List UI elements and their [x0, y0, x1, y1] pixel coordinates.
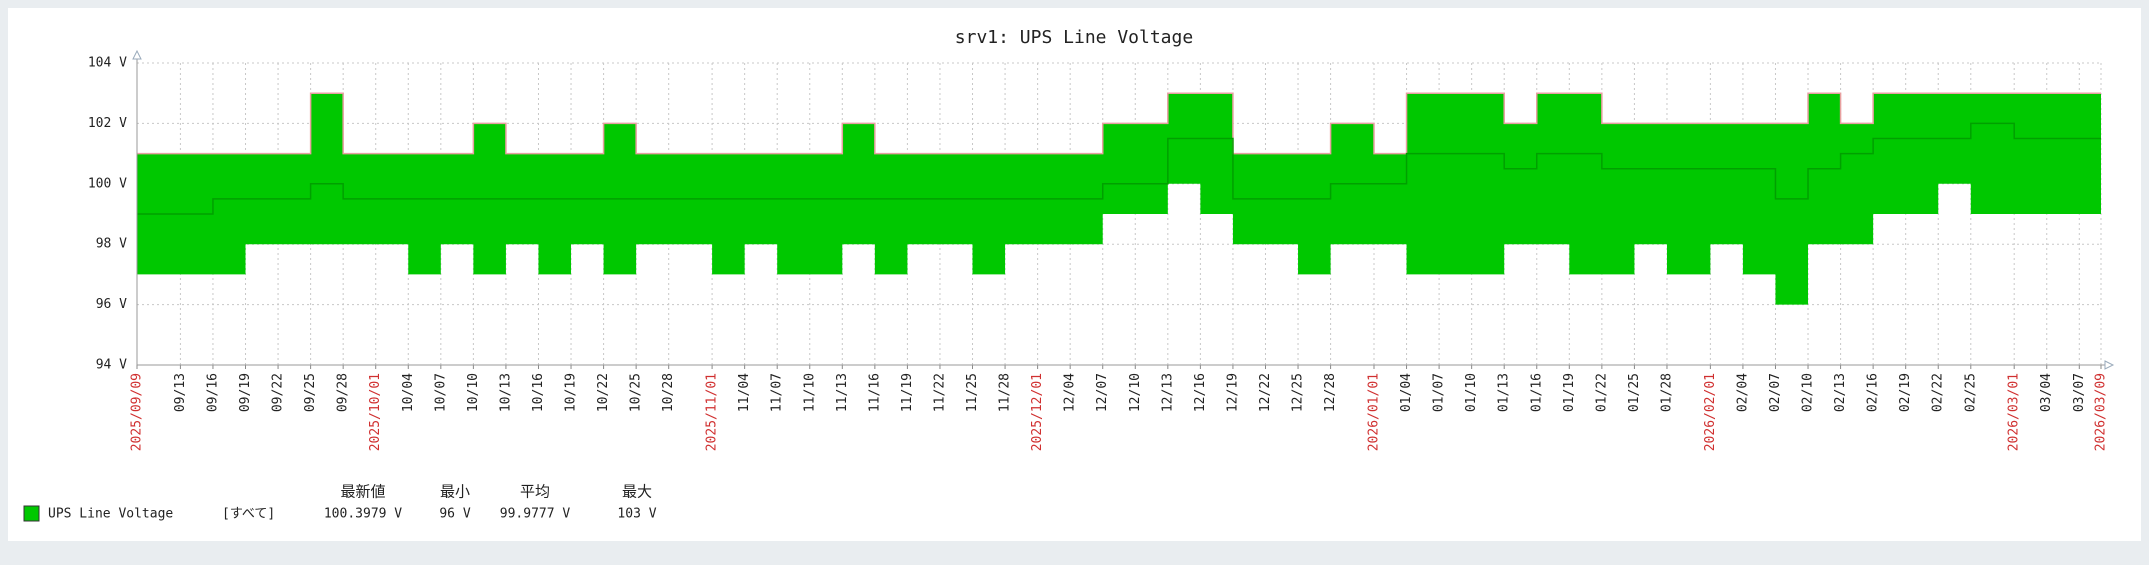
x-tick-label: 10/10 [466, 373, 481, 412]
x-tick-label: 03/04 [2039, 373, 2054, 412]
y-tick-label: 94 V [96, 358, 127, 373]
x-tick-label: 02/19 [1898, 373, 1913, 412]
x-tick-label: 02/04 [1735, 373, 1750, 412]
legend-stat: 96 V [439, 507, 470, 522]
x-tick-label: 09/22 [271, 373, 286, 412]
x-tick-label: 10/22 [596, 373, 611, 412]
x-tick-label: 11/19 [900, 373, 915, 412]
x-tick-label: 2026/03/09 [2094, 373, 2109, 451]
x-tick-label: 01/13 [1497, 373, 1512, 412]
x-tick-label: 2025/12/01 [1030, 373, 1045, 451]
legend-header: 最小 [440, 483, 470, 501]
x-tick-label: 12/22 [1258, 373, 1273, 412]
chart-title: srv1: UPS Line Voltage [955, 27, 1193, 48]
x-tick-label: 12/07 [1095, 373, 1110, 412]
y-arrow [132, 49, 142, 60]
x-tick-label: 2025/10/01 [368, 373, 383, 451]
band [137, 93, 2101, 305]
legend-stat: 100.3979 V [324, 507, 402, 522]
x-tick-label: 12/28 [1323, 373, 1338, 412]
x-tick-label: 10/13 [498, 373, 513, 412]
x-tick-label: 02/25 [1963, 373, 1978, 412]
x-tick-label: 10/07 [433, 373, 448, 412]
legend-function: [すべて] [222, 507, 275, 522]
x-tick-label: 2026/02/01 [1703, 373, 1718, 451]
x-tick-label: 10/19 [564, 373, 579, 412]
x-tick-label: 01/04 [1399, 373, 1414, 412]
x-tick-label: 01/28 [1659, 373, 1674, 412]
x-tick-label: 10/04 [401, 373, 416, 412]
x-tick-label: 2025/09/09 [130, 373, 145, 451]
legend-header: 最大 [622, 483, 652, 501]
x-tick-label: 02/13 [1833, 373, 1848, 412]
legend-swatch [23, 505, 40, 522]
x-tick-label: 11/22 [932, 373, 947, 412]
x-tick-label: 11/16 [867, 373, 882, 412]
y-tick-label: 102 V [88, 116, 127, 131]
legend-header: 最新値 [340, 483, 385, 501]
x-tick-label: 09/28 [336, 373, 351, 412]
x-tick-label: 01/07 [1432, 373, 1447, 412]
avg-line [137, 122, 2101, 215]
x-tick-label: 10/28 [661, 373, 676, 412]
x-tick-label: 2026/03/01 [2007, 373, 2022, 451]
x-tick-label: 02/22 [1931, 373, 1946, 412]
y-tick-label: 100 V [88, 176, 127, 191]
max-line [137, 92, 2101, 155]
y-tick-label: 96 V [96, 297, 127, 312]
x-tick-label: 10/16 [531, 373, 546, 412]
x-tick-label: 09/19 [238, 373, 253, 412]
legend-header: 平均 [520, 483, 550, 501]
legend-stat: 99.9777 V [500, 507, 571, 522]
x-tick-label: 12/10 [1128, 373, 1143, 412]
y-tick-label: 104 V [88, 56, 127, 71]
x-tick-label: 03/07 [2072, 373, 2087, 412]
x-tick-label: 12/16 [1193, 373, 1208, 412]
x-tick-label: 02/07 [1768, 373, 1783, 412]
x-tick-label: 02/10 [1801, 373, 1816, 412]
x-tick-label: 11/28 [998, 373, 1013, 412]
x-tick-label: 09/25 [303, 373, 318, 412]
legend-label: UPS Line Voltage [48, 507, 173, 522]
x-tick-label: 11/10 [802, 373, 817, 412]
x-tick-label: 11/25 [965, 373, 980, 412]
x-tick-label: 12/04 [1063, 373, 1078, 412]
x-tick-label: 09/13 [173, 373, 188, 412]
x-tick-label: 11/07 [770, 373, 785, 412]
panel [8, 8, 2141, 541]
x-tick-label: 09/16 [205, 373, 220, 412]
x-tick-label: 12/19 [1225, 373, 1240, 412]
x-arrow [2104, 360, 2115, 370]
x-tick-label: 12/13 [1160, 373, 1175, 412]
x-tick-label: 10/25 [629, 373, 644, 412]
x-tick-label: 12/25 [1291, 373, 1306, 412]
x-tick-label: 01/19 [1562, 373, 1577, 412]
x-tick-label: 2025/11/01 [705, 373, 720, 451]
x-tick-label: 2026/01/01 [1366, 373, 1381, 451]
x-tick-label: 01/16 [1529, 373, 1544, 412]
y-tick-label: 98 V [96, 237, 127, 252]
legend-stat: 103 V [617, 507, 656, 522]
x-tick-label: 01/10 [1464, 373, 1479, 412]
x-tick-label: 01/25 [1627, 373, 1642, 412]
x-tick-label: 02/16 [1866, 373, 1881, 412]
x-tick-label: 01/22 [1594, 373, 1609, 412]
x-tick-label: 11/04 [737, 373, 752, 412]
x-tick-label: 11/13 [835, 373, 850, 412]
